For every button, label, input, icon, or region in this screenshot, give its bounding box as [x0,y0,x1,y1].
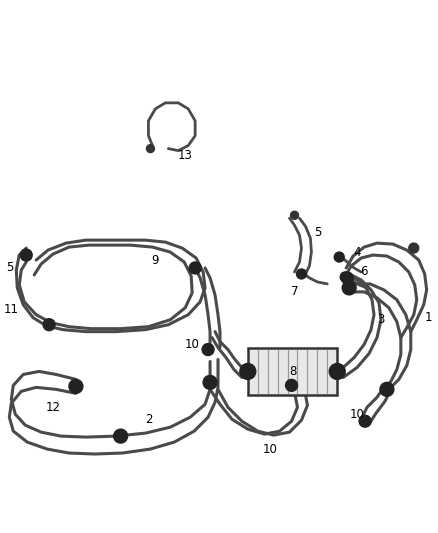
Circle shape [202,344,214,356]
Text: 3: 3 [377,313,385,326]
Circle shape [297,269,307,279]
Text: 10: 10 [262,442,277,456]
Text: 2: 2 [145,413,152,426]
Circle shape [380,382,394,397]
Circle shape [189,262,201,274]
Text: 5: 5 [6,262,13,274]
Text: 1: 1 [425,311,432,324]
Text: 13: 13 [178,149,193,162]
Circle shape [286,379,297,391]
Text: 9: 9 [152,254,159,266]
Text: 10: 10 [350,408,364,421]
Circle shape [290,211,298,219]
Text: 6: 6 [360,265,368,278]
Circle shape [409,243,419,253]
Circle shape [114,429,127,443]
Text: 7: 7 [291,285,298,298]
Text: 5: 5 [314,225,321,239]
Text: 10: 10 [185,338,200,351]
Text: 11: 11 [4,303,19,316]
Circle shape [341,272,353,284]
Circle shape [240,364,256,379]
Circle shape [203,375,217,389]
Bar [248,348,337,395]
Circle shape [340,272,350,282]
Circle shape [69,379,83,393]
Circle shape [146,144,155,152]
Text: 4: 4 [353,246,361,259]
Text: 12: 12 [46,401,60,414]
Text: 8: 8 [289,365,296,378]
Circle shape [359,415,371,427]
Circle shape [334,252,344,262]
Circle shape [43,319,55,330]
Circle shape [20,249,32,261]
Circle shape [329,364,345,379]
Circle shape [342,281,356,295]
